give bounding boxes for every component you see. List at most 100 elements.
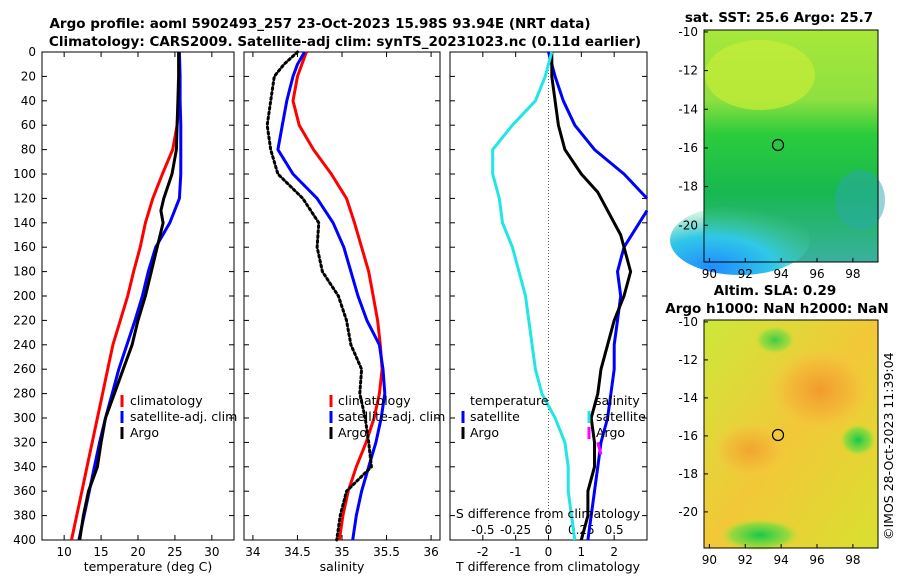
salinity-axis-label: salinity [320, 559, 365, 574]
series-temperature-satellite [547, 51, 649, 200]
figure-title-line1: Argo profile: aoml 5902493_257 23-Oct-20… [49, 16, 590, 32]
s-difference-tick-label: -0.5 [471, 523, 494, 537]
x-tick-label: 35.5 [373, 545, 400, 559]
depth-tick-label: 260 [13, 362, 36, 376]
depth-tick-label: 100 [13, 167, 36, 181]
t-difference-axis-label: T difference from climatology [455, 559, 641, 574]
x-tick-label: 2 [610, 545, 618, 559]
s-difference-axis-label: S difference from climatology [456, 506, 641, 521]
sla-high-patch-west [710, 420, 790, 480]
depth-tick-label: 80 [21, 143, 36, 157]
legend-climatology-label: climatology [130, 393, 203, 408]
lon-tick-label: 92 [738, 267, 753, 281]
legend-climatology-label: climatology [338, 393, 411, 408]
depth-tick-label: 400 [13, 533, 36, 547]
sla-map-title-line1: Altim. SLA: 0.29 [714, 283, 836, 299]
legend-argo-label: Argo [338, 425, 367, 440]
sst-map-axes: 90 92 94 96 98 -10 -12 -14 -16 -18 -20 [678, 25, 860, 281]
sst-cool-patch [670, 205, 810, 275]
x-tick-label: 35 [334, 545, 349, 559]
sst-map-title: sat. SST: 25.6 Argo: 25.7 [685, 10, 873, 26]
x-tick-label: 25 [167, 545, 182, 559]
difference-legend: temperature salinity satellite Argo sate… [461, 393, 646, 440]
lon-tick-label: 94 [773, 267, 788, 281]
depth-tick-label: 0 [28, 45, 36, 59]
lon-tick-label: 92 [738, 553, 753, 567]
depth-tick-label: 20 [21, 69, 36, 83]
sla-low-patch [840, 424, 876, 456]
lon-tick-label: 90 [702, 553, 717, 567]
lat-tick-label: -20 [678, 505, 698, 519]
series-climatology [291, 51, 384, 541]
x-tick-label: 0 [545, 545, 553, 559]
lat-tick-label: -20 [678, 218, 698, 232]
salinity-plot-area [243, 51, 441, 541]
depth-tick-label: 60 [21, 118, 36, 132]
lat-tick-label: -10 [678, 25, 698, 39]
temperature-axis: 10 15 20 25 30 [57, 52, 219, 559]
sla-map-title-line2: Argo h1000: NaN h2000: NaN [665, 301, 888, 317]
series-temperature-satellite-re-entry- [586, 209, 649, 541]
legend-temperature-heading: temperature [470, 393, 549, 408]
sst-warm-patch [705, 40, 815, 110]
depth-tick-label: 120 [13, 191, 36, 205]
s-difference-tick-label: 0 [545, 523, 553, 537]
sst-map-frame [703, 29, 879, 263]
lat-tick-label: -12 [678, 353, 698, 367]
series-satellite-adj-clim [276, 51, 387, 541]
difference-panel: -2 -1 0 1 2 -0.5 -0.25 0 0.25 0.5 T difference f… [449, 51, 649, 574]
legend-s-satellite-label: satellite [596, 409, 646, 424]
lat-tick-label: -16 [678, 141, 698, 155]
legend-t-argo-label: Argo [470, 425, 499, 440]
x-tick-label: 10 [57, 545, 72, 559]
temperature-plot-area [41, 51, 235, 541]
sst-map-panel: sat. SST: 25.6 Argo: 25.7 90 92 94 96 98 -10 -… [670, 10, 885, 281]
series-temperature-argo [550, 52, 633, 541]
lon-tick-label: 98 [845, 267, 860, 281]
legend-salinity-heading: salinity [595, 393, 640, 408]
series-salinity-argo [596, 442, 603, 455]
legend-t-satellite-label: satellite [470, 409, 520, 424]
x-tick-label: 34.5 [284, 545, 311, 559]
series-argo [265, 50, 373, 542]
temperature-axis-label: temperature (deg C) [84, 559, 213, 574]
depth-tick-label: 300 [13, 411, 36, 425]
sst-argo-marker [771, 138, 785, 152]
depth-tick-label: 320 [13, 435, 36, 449]
lat-tick-label: -18 [678, 467, 698, 481]
salinity-axis: 34 34.5 35 35.5 36 [244, 51, 440, 559]
x-tick-label: 36 [423, 545, 438, 559]
series-salinity-satellite [491, 51, 577, 541]
x-tick-label: 1 [578, 545, 586, 559]
lon-tick-label: 96 [809, 267, 824, 281]
x-tick-label: 30 [204, 545, 219, 559]
sla-high-patch [765, 345, 875, 435]
legend-satellite-label: satellite-adj. clim [338, 409, 445, 424]
depth-tick-label: 140 [13, 216, 36, 230]
lat-tick-label: -10 [678, 315, 698, 329]
sla-map-panel: Altim. SLA: 0.29 Argo h1000: NaN h2000: … [665, 283, 888, 567]
depth-tick-label: 40 [21, 94, 36, 108]
series-satellite-adj-clim [77, 51, 183, 541]
x-tick-label: 15 [93, 545, 108, 559]
sla-map-axes: 90 92 94 96 98 -10 -12 -14 -16 -18 -20 [678, 315, 860, 567]
salinity-panel: 34 34.5 35 35.5 36 salinity climatology sate… [243, 50, 445, 574]
lon-tick-label: 98 [845, 553, 860, 567]
depth-tick-label: 220 [13, 313, 36, 327]
lat-tick-label: -14 [678, 391, 698, 405]
x-tick-label: 20 [130, 545, 145, 559]
temperature-panel: 0 20 40 60 80 100 120 140 160 180 200 220 240 260 280 3… [13, 45, 237, 574]
depth-tick-label: 160 [13, 240, 36, 254]
lon-tick-label: 96 [809, 553, 824, 567]
legend-satellite-label: satellite-adj. clim [130, 409, 237, 424]
imos-credit: ©IMOS 28-Oct-2023 11:39:04 [881, 352, 896, 540]
figure-title-line2: Climatology: CARS2009. Satellite-adj cli… [49, 34, 641, 50]
sla-argo-marker [771, 428, 785, 442]
lat-tick-label: -18 [678, 180, 698, 194]
salinity-legend: climatology satellite-adj. clim Argo [329, 393, 445, 440]
lat-tick-label: -14 [678, 102, 698, 116]
x-tick-label: 34 [245, 545, 260, 559]
s-difference-tick-label: -0.25 [500, 523, 531, 537]
depth-tick-label: 340 [13, 460, 36, 474]
